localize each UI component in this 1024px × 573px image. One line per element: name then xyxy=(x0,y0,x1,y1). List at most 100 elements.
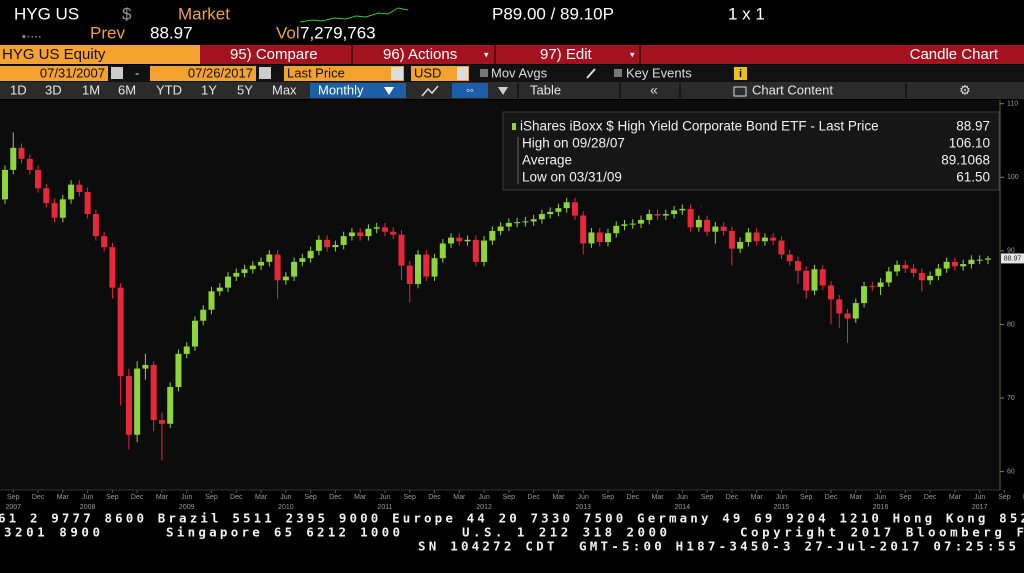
candle-body xyxy=(233,272,240,277)
x-tick-label: Sep xyxy=(899,494,912,501)
x-tick-label: Sep xyxy=(7,494,20,501)
x-tick-label: Sep xyxy=(602,494,615,501)
y-tick-label: 90 xyxy=(1007,248,1015,255)
period-tab[interactable]: 1D xyxy=(10,82,27,97)
candle-body xyxy=(109,247,116,288)
checkbox[interactable] xyxy=(480,69,488,77)
candle-body xyxy=(406,265,413,284)
candle-body xyxy=(852,303,859,319)
candle-body xyxy=(175,353,182,387)
period-tab[interactable]: 5Y xyxy=(237,82,253,97)
x-year-label: 2008 xyxy=(80,504,96,511)
candle-body xyxy=(861,286,868,304)
candle-body xyxy=(332,244,339,248)
period-tab[interactable]: Max xyxy=(272,82,297,97)
candle-body xyxy=(431,258,438,277)
candle-body xyxy=(530,219,537,222)
x-tick-label: Sep xyxy=(404,494,417,501)
start-date-field[interactable] xyxy=(0,66,108,81)
x-tick-label: Dec xyxy=(924,494,937,501)
candle-body xyxy=(456,237,463,242)
end-date-field[interactable] xyxy=(150,66,256,81)
x-tick-label: Dec xyxy=(230,494,243,501)
candle-body xyxy=(10,147,17,170)
x-tick-label: Dec xyxy=(428,494,441,501)
period-tab[interactable]: 6M xyxy=(118,82,136,97)
edit-button[interactable]: 97) Edit xyxy=(540,46,593,63)
candle-body xyxy=(918,272,925,281)
candle-body xyxy=(167,386,174,424)
candle-body xyxy=(200,309,207,321)
candle-body xyxy=(662,214,669,216)
checkbox[interactable] xyxy=(614,69,622,77)
pen-icon[interactable] xyxy=(586,68,596,79)
field-select[interactable] xyxy=(284,66,404,81)
function-bar xyxy=(200,45,1024,64)
candle-body xyxy=(191,320,198,347)
chart-content-button[interactable]: Chart Content xyxy=(752,82,833,97)
x-tick-label: Mar xyxy=(255,494,268,501)
x-tick-label: Sep xyxy=(106,494,119,501)
candle-body xyxy=(357,232,364,237)
period-tab[interactable]: 1Y xyxy=(201,82,217,97)
candle-body xyxy=(464,239,471,242)
frequency-select[interactable] xyxy=(310,83,406,98)
candle-body xyxy=(274,254,281,281)
chart-style-button[interactable] xyxy=(452,83,488,98)
security: HYG US Equity xyxy=(2,46,106,63)
candle-body xyxy=(902,264,909,269)
collapse-icon[interactable]: « xyxy=(650,82,658,98)
calendar-icon[interactable] xyxy=(259,67,271,79)
info: i xyxy=(739,68,742,80)
currency-select[interactable] xyxy=(411,66,469,81)
candle-body xyxy=(125,375,132,435)
candle-body xyxy=(960,264,967,267)
candle-body xyxy=(538,214,545,220)
candle-body xyxy=(208,291,215,310)
frequency: Monthly xyxy=(318,82,364,97)
candle-body xyxy=(241,269,248,273)
candle-body xyxy=(150,364,157,421)
candle-body xyxy=(819,269,826,286)
x-tick-label: Mar xyxy=(57,494,70,501)
settings-icon[interactable]: ⚙ xyxy=(959,82,971,97)
bid-ask: P89.00 / 89.10P xyxy=(492,4,614,23)
candle-body xyxy=(778,240,785,255)
period-tab[interactable]: 1M xyxy=(82,82,100,97)
dots: ■ ▪ ▪ ▪ ▪ xyxy=(22,35,41,41)
high-label: High on 09/28/07 xyxy=(522,136,625,151)
compare-button[interactable]: 95) Compare xyxy=(230,46,318,63)
actions-button[interactable]: 96) Actions xyxy=(383,46,457,63)
candle-body xyxy=(249,265,256,270)
period-tab[interactable]: YTD xyxy=(156,82,182,97)
x-tick-label: Mar xyxy=(652,494,665,501)
x-tick-label: Dec xyxy=(329,494,342,501)
candle-body xyxy=(299,258,306,262)
dropdown xyxy=(457,67,468,80)
currency: $ xyxy=(122,4,132,23)
table-button[interactable]: Table xyxy=(530,82,561,97)
caret xyxy=(498,87,508,95)
candle-body xyxy=(35,169,42,189)
candle-body xyxy=(976,259,983,261)
period-tab[interactable]: 3D xyxy=(45,82,62,97)
candle-body xyxy=(571,202,578,216)
candle-body xyxy=(158,420,165,424)
high-value: 106.10 xyxy=(949,136,990,151)
market-label: Market xyxy=(178,4,230,23)
info-icon[interactable] xyxy=(734,67,747,80)
candle-body xyxy=(2,169,8,200)
candle-body xyxy=(390,231,397,235)
candle-body xyxy=(894,264,901,272)
security-field[interactable] xyxy=(0,45,200,64)
line-icon[interactable] xyxy=(421,85,439,97)
calendar-icon[interactable] xyxy=(111,67,123,79)
x-tick-label: Sep xyxy=(800,494,813,501)
candle-body xyxy=(794,261,801,271)
candle-body xyxy=(183,346,190,354)
candle-body xyxy=(555,208,562,212)
last-price-label: 88.97 xyxy=(1004,255,1022,262)
candle-body xyxy=(497,226,504,231)
prev: 88.97 xyxy=(150,23,193,42)
candle-body xyxy=(671,210,678,215)
